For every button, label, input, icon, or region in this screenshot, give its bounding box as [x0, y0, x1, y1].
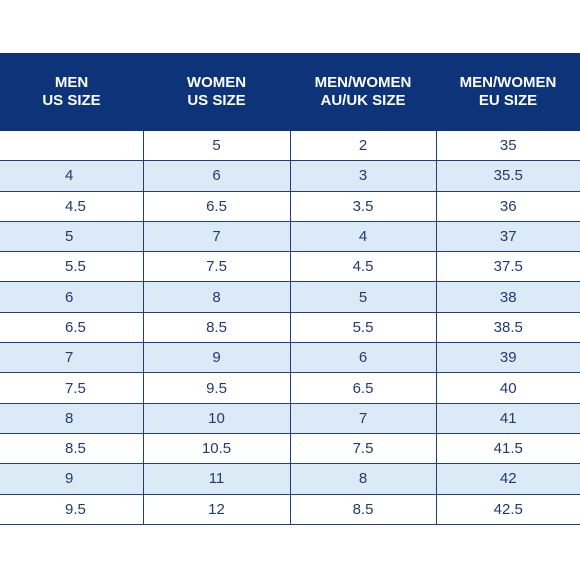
au-uk-size-cell: 8: [290, 463, 437, 495]
table-row: 5 2 35: [0, 131, 580, 162]
au-uk-size-cell: 5.5: [290, 312, 437, 344]
table-row: 6.5 8.5 5.5 38.5: [0, 312, 580, 344]
header-men-us-size: MEN US SIZE: [0, 53, 143, 131]
header-line: WOMEN: [186, 74, 247, 91]
men-us-size-cell: 8.5: [0, 433, 144, 465]
au-uk-size-cell: 4: [290, 221, 437, 253]
header-line: EU SIZE: [478, 92, 538, 109]
table-row: 8 10 7 41: [0, 403, 580, 434]
au-uk-size-cell: 6: [290, 342, 437, 374]
women-us-size-cell: 6: [143, 160, 291, 192]
men-us-size-cell: 6.5: [0, 312, 144, 344]
au-uk-size-cell: 2: [290, 131, 437, 162]
women-us-size-cell: 8: [143, 281, 291, 313]
women-us-size-cell: 5: [143, 131, 291, 162]
table-row: 4 6 3 35.5: [0, 160, 580, 192]
au-uk-size-cell: 8.5: [290, 494, 437, 525]
men-us-size-cell: 4.5: [0, 191, 144, 222]
men-us-size-cell: 9.5: [0, 494, 144, 525]
men-us-size-cell: 6: [0, 281, 144, 313]
table-row: 6 8 5 38: [0, 281, 580, 313]
au-uk-size-cell: 5: [290, 281, 437, 313]
women-us-size-cell: 9: [143, 342, 291, 374]
header-eu-size: MEN/WOMEN EU SIZE: [436, 53, 580, 131]
eu-size-cell: 40: [436, 372, 580, 404]
au-uk-size-cell: 3: [290, 160, 437, 192]
header-women-us-size: WOMEN US SIZE: [143, 53, 290, 131]
table-row: 5 7 4 37: [0, 221, 580, 253]
header-line: MEN: [54, 74, 89, 91]
eu-size-cell: 38: [436, 281, 580, 313]
eu-size-cell: 39: [436, 342, 580, 374]
men-us-size-cell: 4: [0, 160, 144, 192]
women-us-size-cell: 9.5: [143, 372, 291, 404]
au-uk-size-cell: 6.5: [290, 372, 437, 404]
eu-size-cell: 42: [436, 463, 580, 495]
table-row: 9 11 8 42: [0, 463, 580, 495]
eu-size-cell: 37: [436, 221, 580, 253]
header-line: US SIZE: [42, 92, 101, 109]
eu-size-cell: 42.5: [436, 494, 580, 525]
eu-size-cell: 36: [436, 191, 580, 222]
men-us-size-cell: 5: [0, 221, 144, 253]
men-us-size-cell: 7.5: [0, 372, 144, 404]
eu-size-cell: 38.5: [436, 312, 580, 344]
header-line: US SIZE: [187, 92, 246, 109]
au-uk-size-cell: 4.5: [290, 251, 437, 283]
table-row: 5.5 7.5 4.5 37.5: [0, 251, 580, 283]
women-us-size-cell: 7.5: [143, 251, 291, 283]
table-header: MEN US SIZE WOMEN US SIZE MEN/WOMEN AU/U…: [0, 53, 580, 131]
header-row: MEN US SIZE WOMEN US SIZE MEN/WOMEN AU/U…: [0, 53, 580, 131]
table-row: 7.5 9.5 6.5 40: [0, 372, 580, 404]
size-chart-table: MEN US SIZE WOMEN US SIZE MEN/WOMEN AU/U…: [0, 53, 580, 525]
table-row: 9.5 12 8.5 42.5: [0, 494, 580, 525]
men-us-size-cell: 9: [0, 463, 144, 495]
women-us-size-cell: 11: [143, 463, 291, 495]
header-au-uk-size: MEN/WOMEN AU/UK SIZE: [290, 53, 436, 131]
eu-size-cell: 35: [436, 131, 580, 162]
table-row: 7 9 6 39: [0, 342, 580, 374]
table-body: 5 2 35 4 6 3 35.5 4.5 6.5 3.5 36 5 7 4 37 5.5 7.5 4.5 37.5…: [0, 131, 580, 525]
header-line: MEN/WOMEN: [459, 74, 557, 91]
eu-size-cell: 37.5: [436, 251, 580, 283]
men-us-size-cell: [0, 131, 144, 162]
eu-size-cell: 41.5: [436, 433, 580, 465]
women-us-size-cell: 6.5: [143, 191, 291, 222]
women-us-size-cell: 7: [143, 221, 291, 253]
men-us-size-cell: 7: [0, 342, 144, 374]
au-uk-size-cell: 7: [290, 403, 437, 434]
women-us-size-cell: 10.5: [143, 433, 291, 465]
table-row: 8.5 10.5 7.5 41.5: [0, 433, 580, 465]
men-us-size-cell: 5.5: [0, 251, 144, 283]
women-us-size-cell: 10: [143, 403, 291, 434]
table-row: 4.5 6.5 3.5 36: [0, 191, 580, 222]
women-us-size-cell: 12: [143, 494, 291, 525]
header-line: AU/UK SIZE: [320, 92, 406, 109]
eu-size-cell: 41: [436, 403, 580, 434]
eu-size-cell: 35.5: [436, 160, 580, 192]
au-uk-size-cell: 3.5: [290, 191, 437, 222]
women-us-size-cell: 8.5: [143, 312, 291, 344]
au-uk-size-cell: 7.5: [290, 433, 437, 465]
header-line: MEN/WOMEN: [314, 74, 412, 91]
men-us-size-cell: 8: [0, 403, 144, 434]
